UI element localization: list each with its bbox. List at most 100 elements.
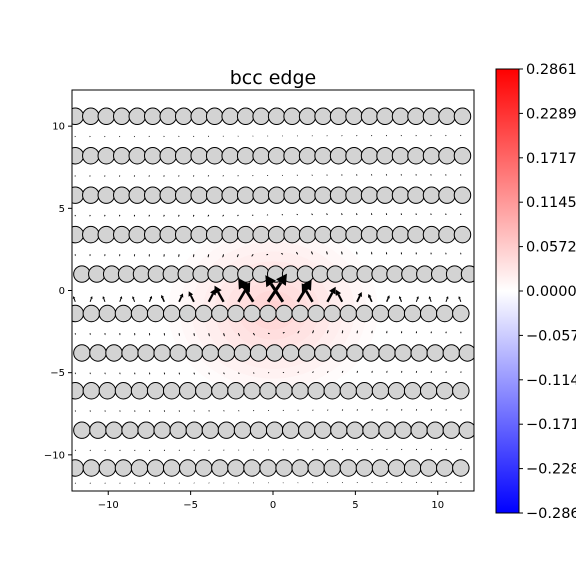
displacement-arrow: [415, 212, 417, 216]
displacement-arrow: [356, 482, 358, 484]
atom: [314, 225, 332, 244]
atom: [376, 147, 394, 165]
displacement-arrow: [356, 174, 358, 176]
atom: [376, 107, 394, 126]
atom: [345, 186, 363, 204]
displacement-arrow: [208, 449, 210, 451]
displacement-arrow: [223, 410, 225, 412]
displacement-arrow: [415, 252, 417, 255]
atom: [97, 107, 116, 126]
displacement-arrow: [460, 370, 462, 373]
displacement-arrow: [430, 134, 432, 137]
atom: [207, 265, 225, 283]
displacement-arrow: [385, 251, 388, 255]
atom: [169, 344, 188, 362]
atom: [453, 186, 472, 204]
atom: [416, 265, 434, 283]
atom: [298, 421, 316, 439]
atom: [72, 304, 85, 323]
atom: [422, 107, 441, 126]
displacement-arrow: [134, 449, 136, 452]
atom: [147, 265, 166, 283]
atom: [159, 107, 177, 126]
atom: [371, 459, 390, 477]
atom: [360, 107, 379, 126]
displacement-arrow: [238, 278, 255, 303]
plot-area: [72, 107, 474, 484]
displacement-arrow: [430, 331, 432, 334]
atom: [438, 107, 456, 126]
displacement-arrow: [371, 330, 373, 334]
displacement-arrow: [356, 448, 358, 451]
atom: [205, 225, 224, 244]
displacement-arrow: [430, 173, 432, 176]
displacement-arrow: [148, 135, 150, 138]
atom: [159, 225, 177, 244]
atom: [426, 421, 445, 439]
atom: [249, 344, 268, 362]
atom: [130, 382, 149, 400]
displacement-arrow: [148, 410, 151, 413]
displacement-arrow: [326, 286, 336, 303]
displacement-arrow: [148, 214, 150, 217]
atom: [128, 225, 146, 244]
atom: [179, 459, 197, 477]
atom: [201, 421, 220, 439]
displacement-arrow: [415, 448, 418, 451]
displacement-arrow: [104, 135, 106, 138]
atom: [371, 265, 389, 283]
displacement-arrow: [311, 213, 313, 216]
atom: [275, 382, 293, 400]
displacement-arrow: [252, 372, 255, 374]
atom: [403, 459, 422, 477]
displacement-arrow: [326, 174, 328, 176]
displacement-arrow: [266, 214, 269, 216]
displacement-arrow: [341, 409, 344, 411]
displacement-arrow: [341, 251, 343, 255]
displacement-arrow: [238, 372, 240, 375]
atom: [89, 421, 107, 439]
colorbar: [495, 68, 520, 514]
atom: [130, 304, 149, 323]
displacement-arrow: [445, 134, 447, 137]
displacement-arrow: [301, 283, 314, 303]
displacement-arrow: [104, 410, 106, 412]
atom: [72, 147, 85, 165]
atom: [460, 265, 474, 283]
displacement-arrow: [312, 371, 314, 373]
displacement-arrow: [312, 449, 314, 451]
displacement-arrow: [297, 409, 299, 411]
atom: [355, 382, 374, 400]
displacement-arrow: [401, 448, 403, 451]
displacement-arrow: [148, 175, 150, 177]
displacement-arrow: [385, 134, 388, 137]
displacement-arrow: [401, 481, 403, 484]
colorbar-tick-label: −0.1717: [526, 417, 576, 433]
atom: [132, 265, 151, 283]
displacement-arrow: [370, 251, 373, 255]
atom: [195, 304, 213, 323]
displacement-arrow: [251, 254, 254, 257]
displacement-arrow: [430, 481, 432, 483]
displacement-arrow: [74, 175, 76, 177]
displacement-arrow: [178, 482, 180, 484]
atom: [217, 421, 236, 439]
displacement-arrow: [104, 214, 106, 217]
atom: [339, 304, 358, 323]
atom: [102, 265, 121, 283]
atom: [387, 459, 406, 477]
displacement-arrow: [445, 296, 449, 302]
atom: [330, 344, 348, 362]
atom: [233, 344, 252, 362]
chart-title: bcc edge: [230, 67, 317, 89]
atom: [82, 459, 101, 477]
atom: [329, 186, 348, 204]
atom-layer: [72, 107, 474, 477]
displacement-arrow: [207, 288, 216, 303]
atom: [72, 186, 85, 204]
displacement-arrow: [192, 214, 195, 217]
displacement-arrow: [312, 330, 314, 334]
displacement-arrow: [193, 449, 195, 451]
displacement-arrow: [297, 330, 300, 334]
atom: [345, 107, 363, 126]
